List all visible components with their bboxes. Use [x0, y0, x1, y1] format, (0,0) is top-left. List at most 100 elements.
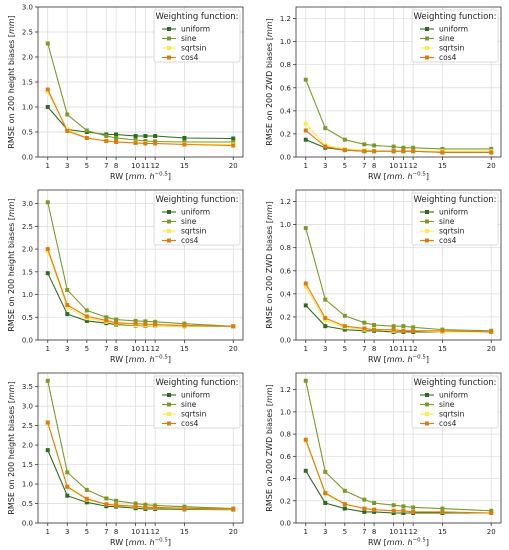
y-tick-label: 0.5 — [22, 314, 33, 322]
point-cos4 — [45, 247, 50, 252]
point-sine — [45, 200, 50, 205]
legend-entry-cos4: cos4 — [439, 236, 457, 245]
y-axis-label-text: RMSE on 200 ZWD biases [ — [265, 37, 274, 146]
legend-box — [411, 192, 499, 246]
point-cos4 — [104, 502, 109, 507]
x-tick-label: 3 — [65, 528, 69, 536]
x-tick-label: 12 — [409, 162, 418, 170]
point-cos4 — [231, 506, 236, 511]
point-cos4 — [231, 143, 236, 148]
point-sine — [362, 320, 367, 325]
legend: Weighting function: uniformsinesqrtsincos… — [153, 375, 241, 429]
series-line-sine — [47, 202, 234, 327]
point-sine — [342, 137, 347, 142]
y-tick-label: 0.0 — [22, 520, 33, 528]
point-sine — [391, 144, 396, 149]
point-sine — [362, 142, 367, 147]
point-sine — [372, 501, 377, 505]
series-line-cos4 — [47, 248, 234, 327]
y-tick-label: 0.0 — [280, 154, 291, 162]
point-uniform — [45, 105, 50, 109]
legend-swatch-marker-sine — [167, 219, 171, 224]
x-tick-label: 20 — [229, 528, 238, 536]
series-line-cos4 — [305, 439, 492, 514]
point-cos4 — [231, 324, 236, 329]
x-tick-label: 7 — [362, 345, 366, 353]
point-uniform — [303, 137, 308, 142]
point-cos4 — [342, 148, 347, 153]
y-tick-label: 0.4 — [280, 475, 292, 483]
point-cos4 — [411, 328, 416, 333]
x-axis-label-unit: mm. h — [129, 538, 155, 547]
legend-box — [411, 375, 499, 429]
legend: Weighting function: uniformsinesqrtsincos… — [153, 192, 241, 246]
point-sine — [323, 469, 328, 474]
y-axis-label: RMSE on 200 height biases [mm] — [7, 198, 16, 331]
point-uniform — [65, 312, 70, 317]
point-uniform — [231, 136, 236, 141]
x-tick-label: 1 — [46, 345, 50, 353]
x-tick-label: 20 — [229, 345, 238, 353]
point-cos4 — [362, 326, 367, 331]
legend-swatch-marker-uniform — [425, 393, 429, 397]
x-tick-label: 8 — [114, 162, 118, 170]
point-cos4 — [401, 328, 406, 333]
y-tick-label: 2.5 — [22, 223, 33, 231]
axes-frame — [37, 372, 244, 524]
y-tick-label: 0.4 — [280, 107, 292, 115]
y-tick-label: 1.2 — [280, 198, 291, 206]
legend-title: Weighting function: — [155, 378, 238, 388]
legend-entry-sqrtsin: sqrtsin — [439, 410, 465, 419]
x-tick-label: 11 — [141, 528, 150, 536]
legend: Weighting function: uniformsinesqrtsincos… — [411, 375, 499, 429]
x-axis-label-unit: mm. h — [387, 355, 413, 364]
series-line-sqrtsin — [305, 440, 492, 514]
legend-swatch-marker-cos4 — [425, 421, 429, 426]
x-axis-label-unit: mm. h — [129, 355, 155, 364]
point-sine — [323, 297, 328, 302]
point-sine — [372, 143, 377, 148]
x-tick-label: 12 — [151, 345, 160, 353]
x-axis-label-exponent: −0.5 — [413, 355, 427, 361]
x-tick-label: 10 — [131, 345, 140, 353]
axes-frame — [295, 372, 502, 524]
legend-swatch-marker-sqrtsin — [425, 46, 429, 50]
x-axis-label-prefix: RW [ — [368, 538, 387, 547]
y-tick-label: 0.8 — [280, 61, 291, 69]
x-tick-label: 3 — [65, 345, 69, 353]
point-sqrtsin — [45, 90, 50, 94]
point-sine — [391, 324, 396, 329]
x-tick-label: 7 — [104, 345, 108, 353]
point-sine — [342, 488, 347, 493]
x-tick-label: 1 — [304, 162, 308, 170]
point-sine — [362, 497, 367, 502]
legend-swatch-marker-sine — [167, 36, 171, 41]
legend: Weighting function: uniformsinesqrtsincos… — [153, 9, 241, 63]
point-sine — [391, 503, 396, 508]
x-axis-label-prefix: RW [ — [110, 355, 129, 364]
x-tick-label: 1 — [304, 345, 308, 353]
x-tick-label: 10 — [389, 345, 398, 353]
y-axis-label-unit: mm — [265, 387, 274, 403]
y-tick-label: 1.2 — [280, 15, 291, 23]
y-tick-label: 0.5 — [22, 500, 33, 508]
x-tick-label: 5 — [85, 528, 89, 536]
chart-panel-3: 1 3 5 7 8 10 11 12 15 20 0.0 0.5 1.0 1.5 2.0 2.5 3.0 RW [… — [7, 189, 244, 364]
x-tick-label: 15 — [180, 162, 189, 170]
point-cos4 — [65, 303, 70, 307]
x-tick-label: 15 — [180, 345, 189, 353]
x-tick-label: 1 — [304, 528, 308, 536]
x-axis-label-prefix: RW [ — [368, 355, 387, 364]
point-cos4 — [45, 420, 50, 425]
x-axis-label-unit: mm. h — [387, 538, 413, 547]
y-axis-label: RMSE on 200 ZWD biases [mm] — [265, 201, 274, 328]
x-axis-label-prefix: RW [ — [110, 172, 129, 181]
legend-swatch-marker-cos4 — [167, 421, 171, 426]
point-sine — [65, 112, 70, 117]
legend-swatch-marker-cos4 — [167, 55, 171, 60]
chart-panel-6: 1 3 5 7 8 10 11 12 15 20 0.0 0.2 0.4 0.6 0.8 1.0 1.2 RW [… — [265, 372, 502, 547]
point-sine — [411, 145, 416, 150]
y-tick-label: 1.0 — [280, 408, 291, 416]
point-cos4 — [104, 318, 109, 323]
series-line-cos4 — [305, 130, 492, 153]
